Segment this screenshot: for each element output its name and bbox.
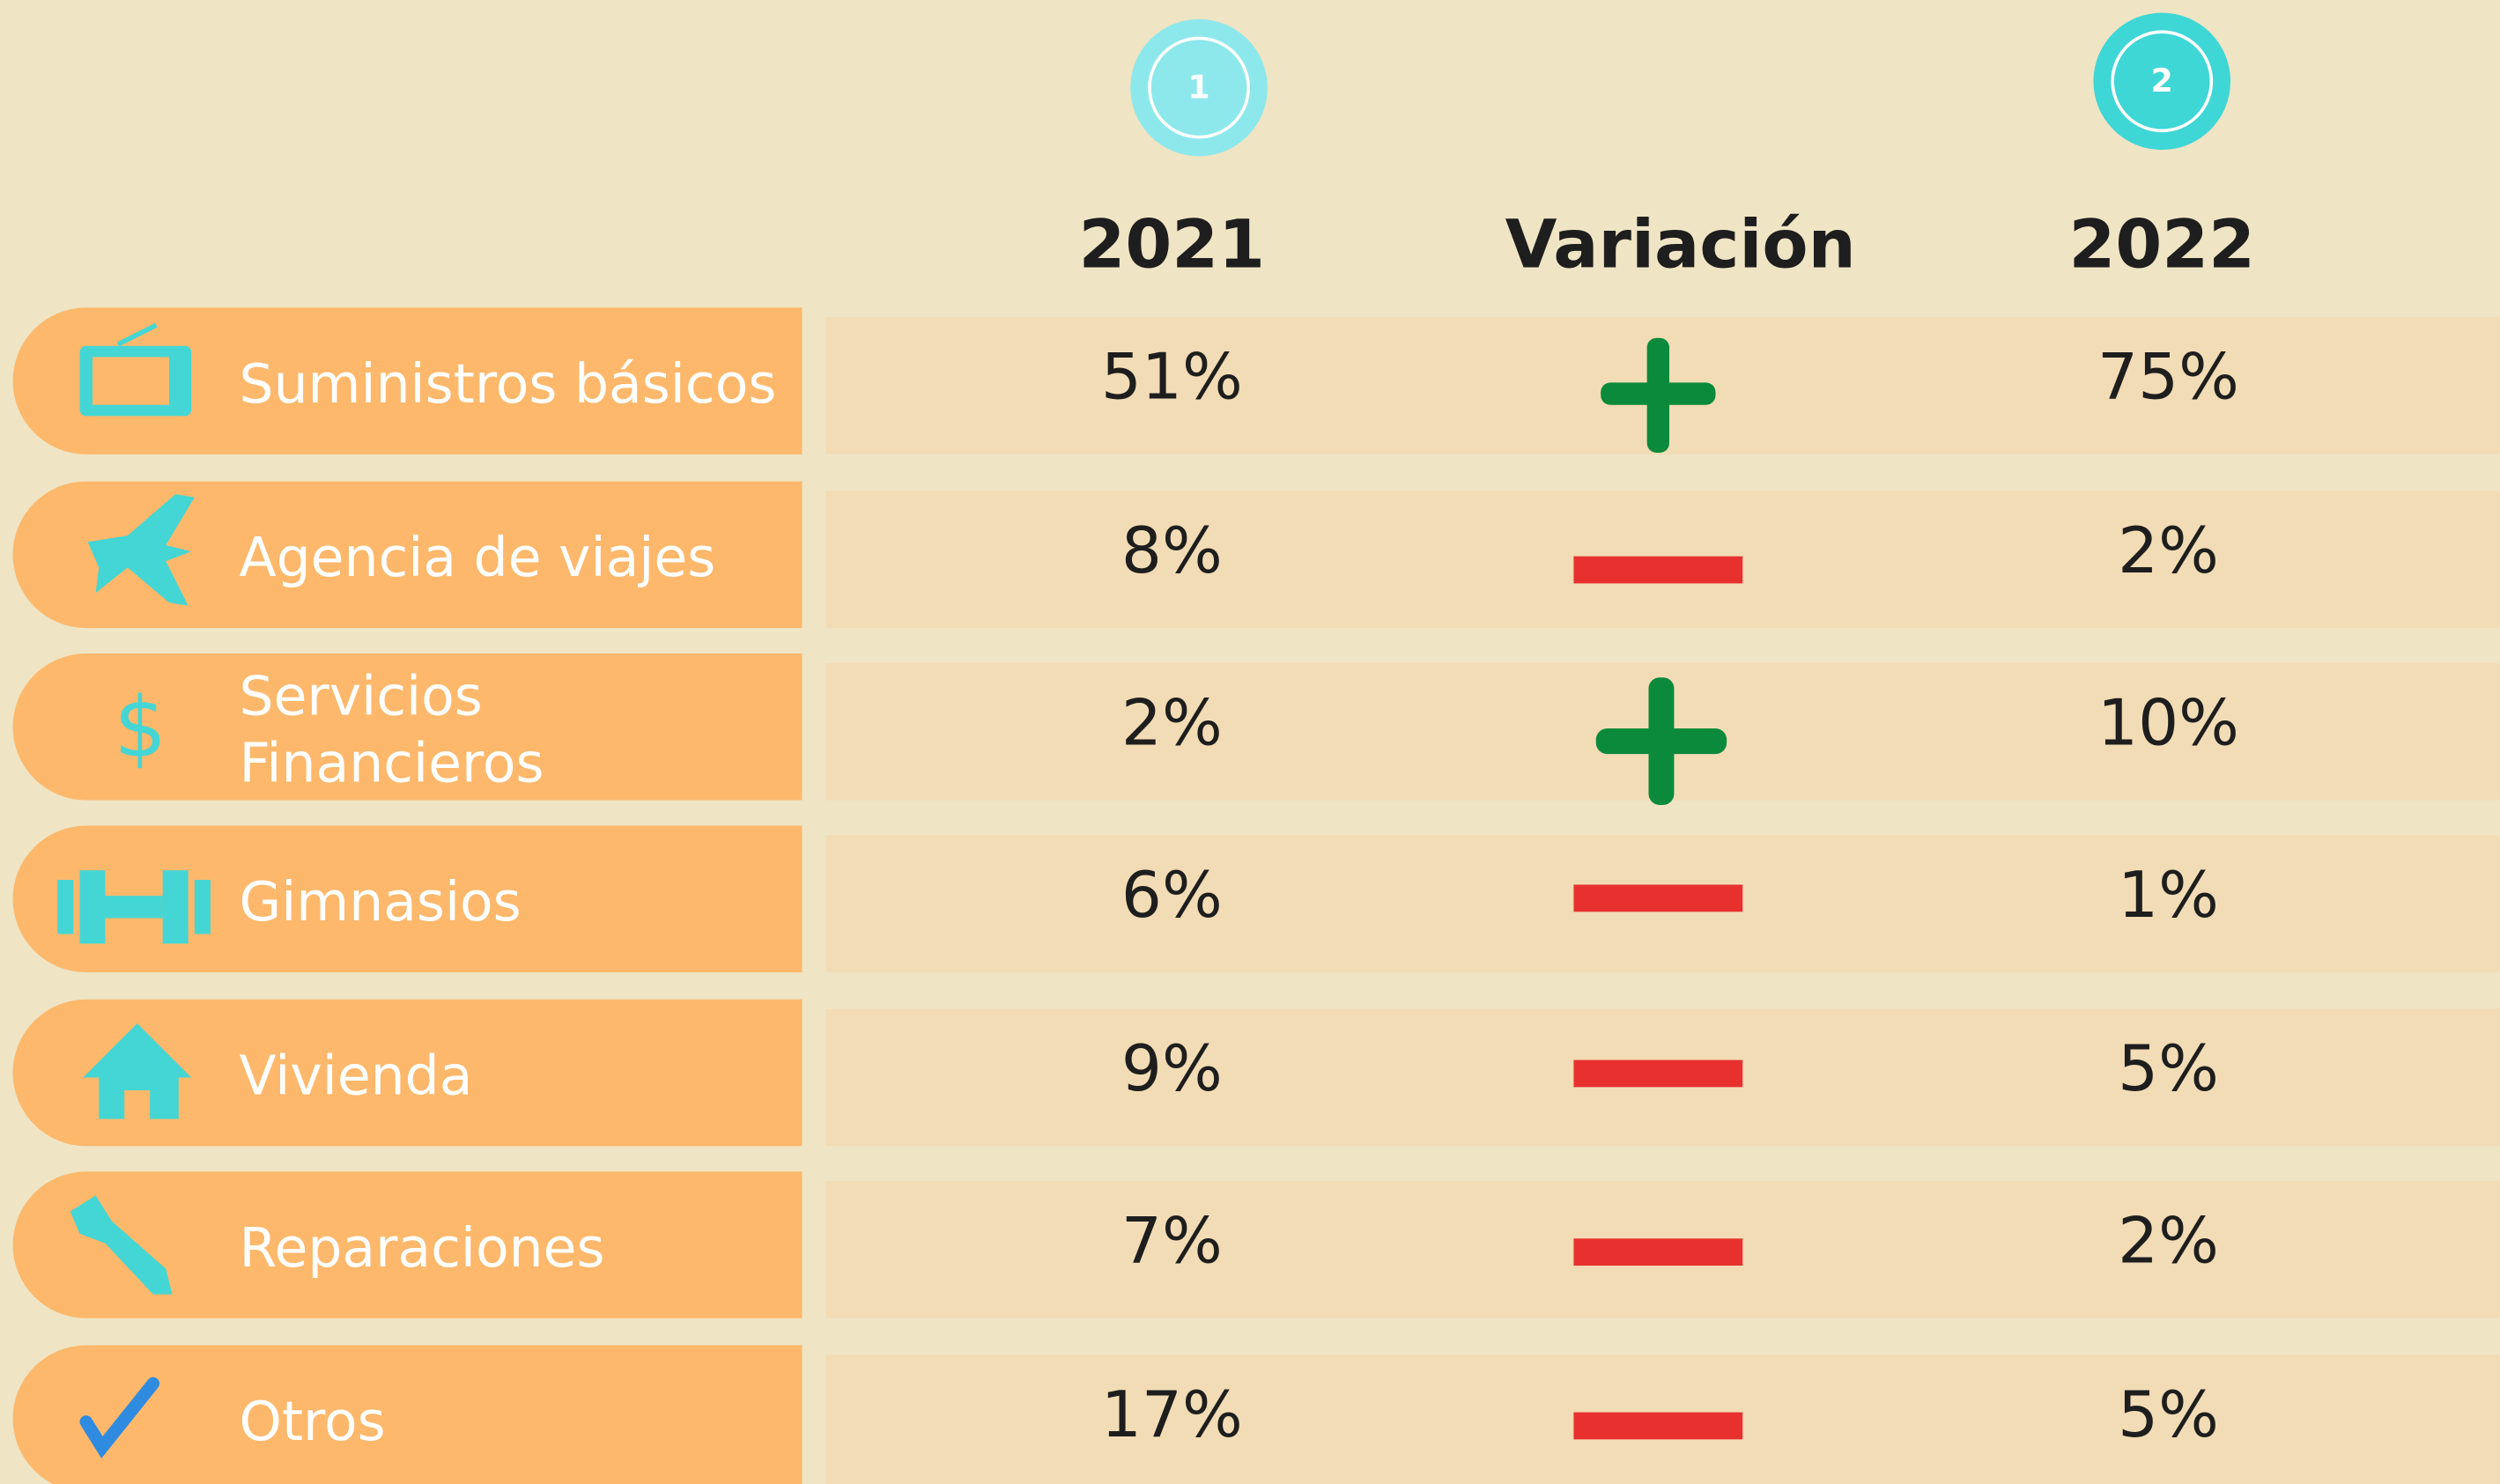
row-label: Otros: [240, 1390, 386, 1453]
value-2022: 5%: [2118, 1032, 2219, 1106]
value-2021: 6%: [1121, 859, 1223, 933]
value-2021: 9%: [1121, 1032, 1223, 1106]
badge-2: 2: [2093, 12, 2231, 151]
row-pill: [12, 481, 803, 629]
row-label: Suministros básicos: [240, 352, 777, 416]
value-2022: 1%: [2118, 859, 2219, 933]
row-label: Servicios: [240, 665, 483, 728]
row-pill: [12, 999, 803, 1147]
row-label: Reparaciones: [240, 1216, 605, 1280]
row-label: Agencia de viajes: [240, 526, 716, 589]
value-2021: 2%: [1121, 686, 1223, 760]
row-pill: [12, 1345, 803, 1484]
value-2022: 75%: [2097, 341, 2239, 415]
column-header: Variación: [1505, 204, 1856, 283]
row-pill: [12, 653, 803, 801]
value-2021: 7%: [1121, 1205, 1223, 1279]
value-2022: 2%: [2118, 514, 2219, 588]
row-pill: [12, 825, 803, 973]
icon-check: [79, 1377, 160, 1458]
row-pill: [12, 1171, 803, 1318]
icon-dollar: $: [114, 680, 166, 776]
value-2022: 10%: [2097, 686, 2239, 760]
row-pill: [12, 307, 803, 454]
value-2021: 8%: [1121, 514, 1223, 588]
value-2021: 51%: [1101, 341, 1243, 415]
row-label: Vivienda: [240, 1044, 473, 1107]
variation-signs: [1573, 337, 1743, 1440]
row-label: Financieros: [240, 732, 544, 795]
value-2021: 17%: [1101, 1378, 1243, 1452]
value-2022: 5%: [2118, 1378, 2219, 1452]
value-2022: 2%: [2118, 1205, 2219, 1279]
icons: $: [57, 322, 211, 1458]
badge-label: 2: [2151, 62, 2173, 100]
badge-label: 1: [1187, 68, 1209, 106]
badge-1: 1: [1130, 18, 1268, 157]
column-header: 2021: [1079, 204, 1266, 283]
column-header: 2022: [2068, 204, 2255, 283]
row-label: Gimnasios: [240, 870, 521, 934]
